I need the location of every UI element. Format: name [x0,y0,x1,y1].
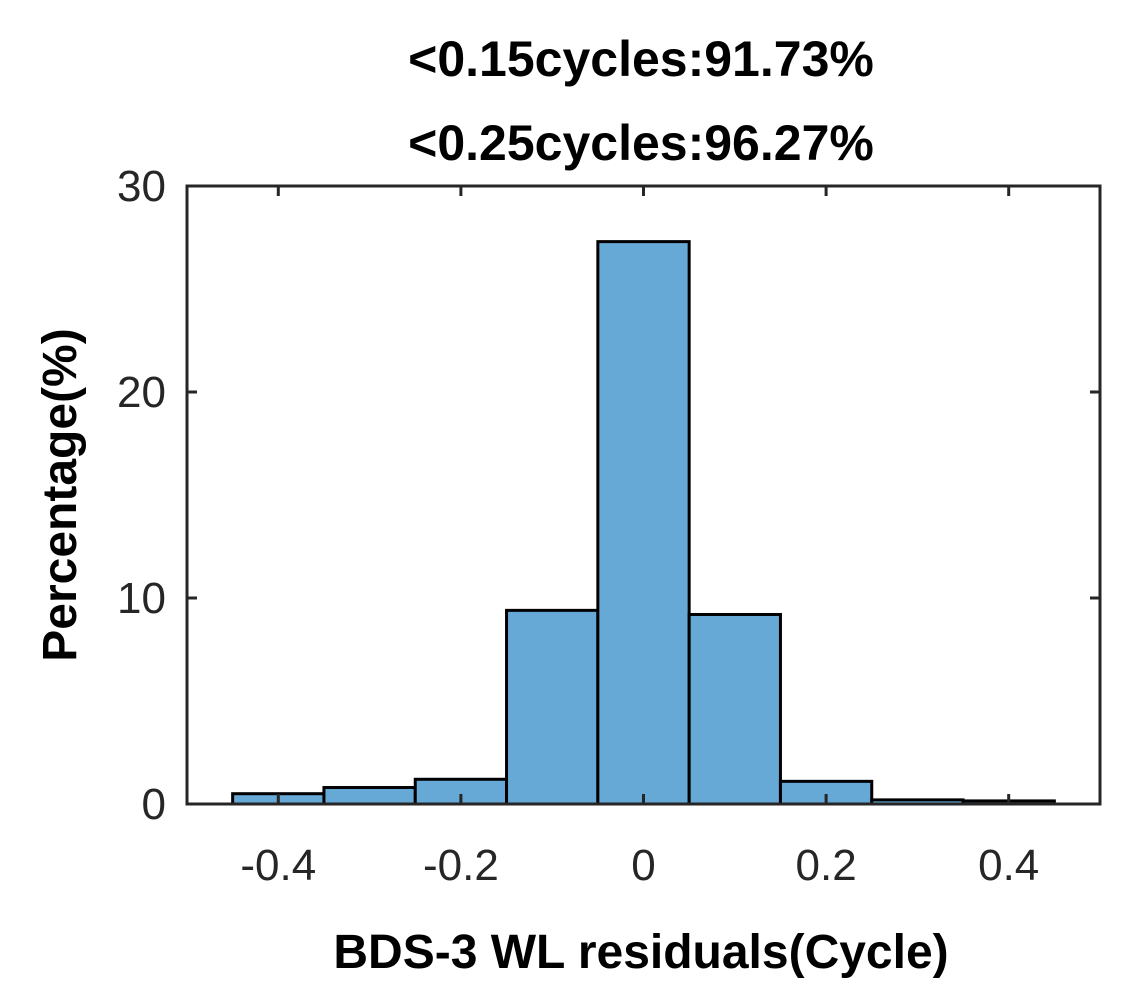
x-tick-label: 0.2 [796,841,857,890]
y-tick-label: 20 [117,368,166,417]
x-tick-label: -0.4 [240,841,316,890]
histogram-bar [596,240,691,806]
histogram-bar [687,612,782,806]
bars-group [231,240,1056,806]
chart-title-line-2: <0.25cycles:96.27% [408,115,874,171]
histogram-bar [322,786,417,806]
x-tick-label: 0 [631,841,655,890]
axis-ticks-group: -0.4 -0.2 0 0.2 0.4 0 10 20 30 [117,162,1100,890]
x-axis-label: BDS-3 WL residuals(Cycle) [333,926,948,979]
chart-title-line-1: <0.15cycles:91.73% [408,31,874,87]
y-tick-label: 30 [117,162,166,211]
y-tick-label: 0 [142,780,166,829]
y-axis-label: Percentage(%) [34,328,87,661]
y-tick-label: 10 [117,574,166,623]
histogram-bar [505,608,600,806]
x-tick-label: 0.4 [978,841,1039,890]
x-tick-label: -0.2 [423,841,499,890]
